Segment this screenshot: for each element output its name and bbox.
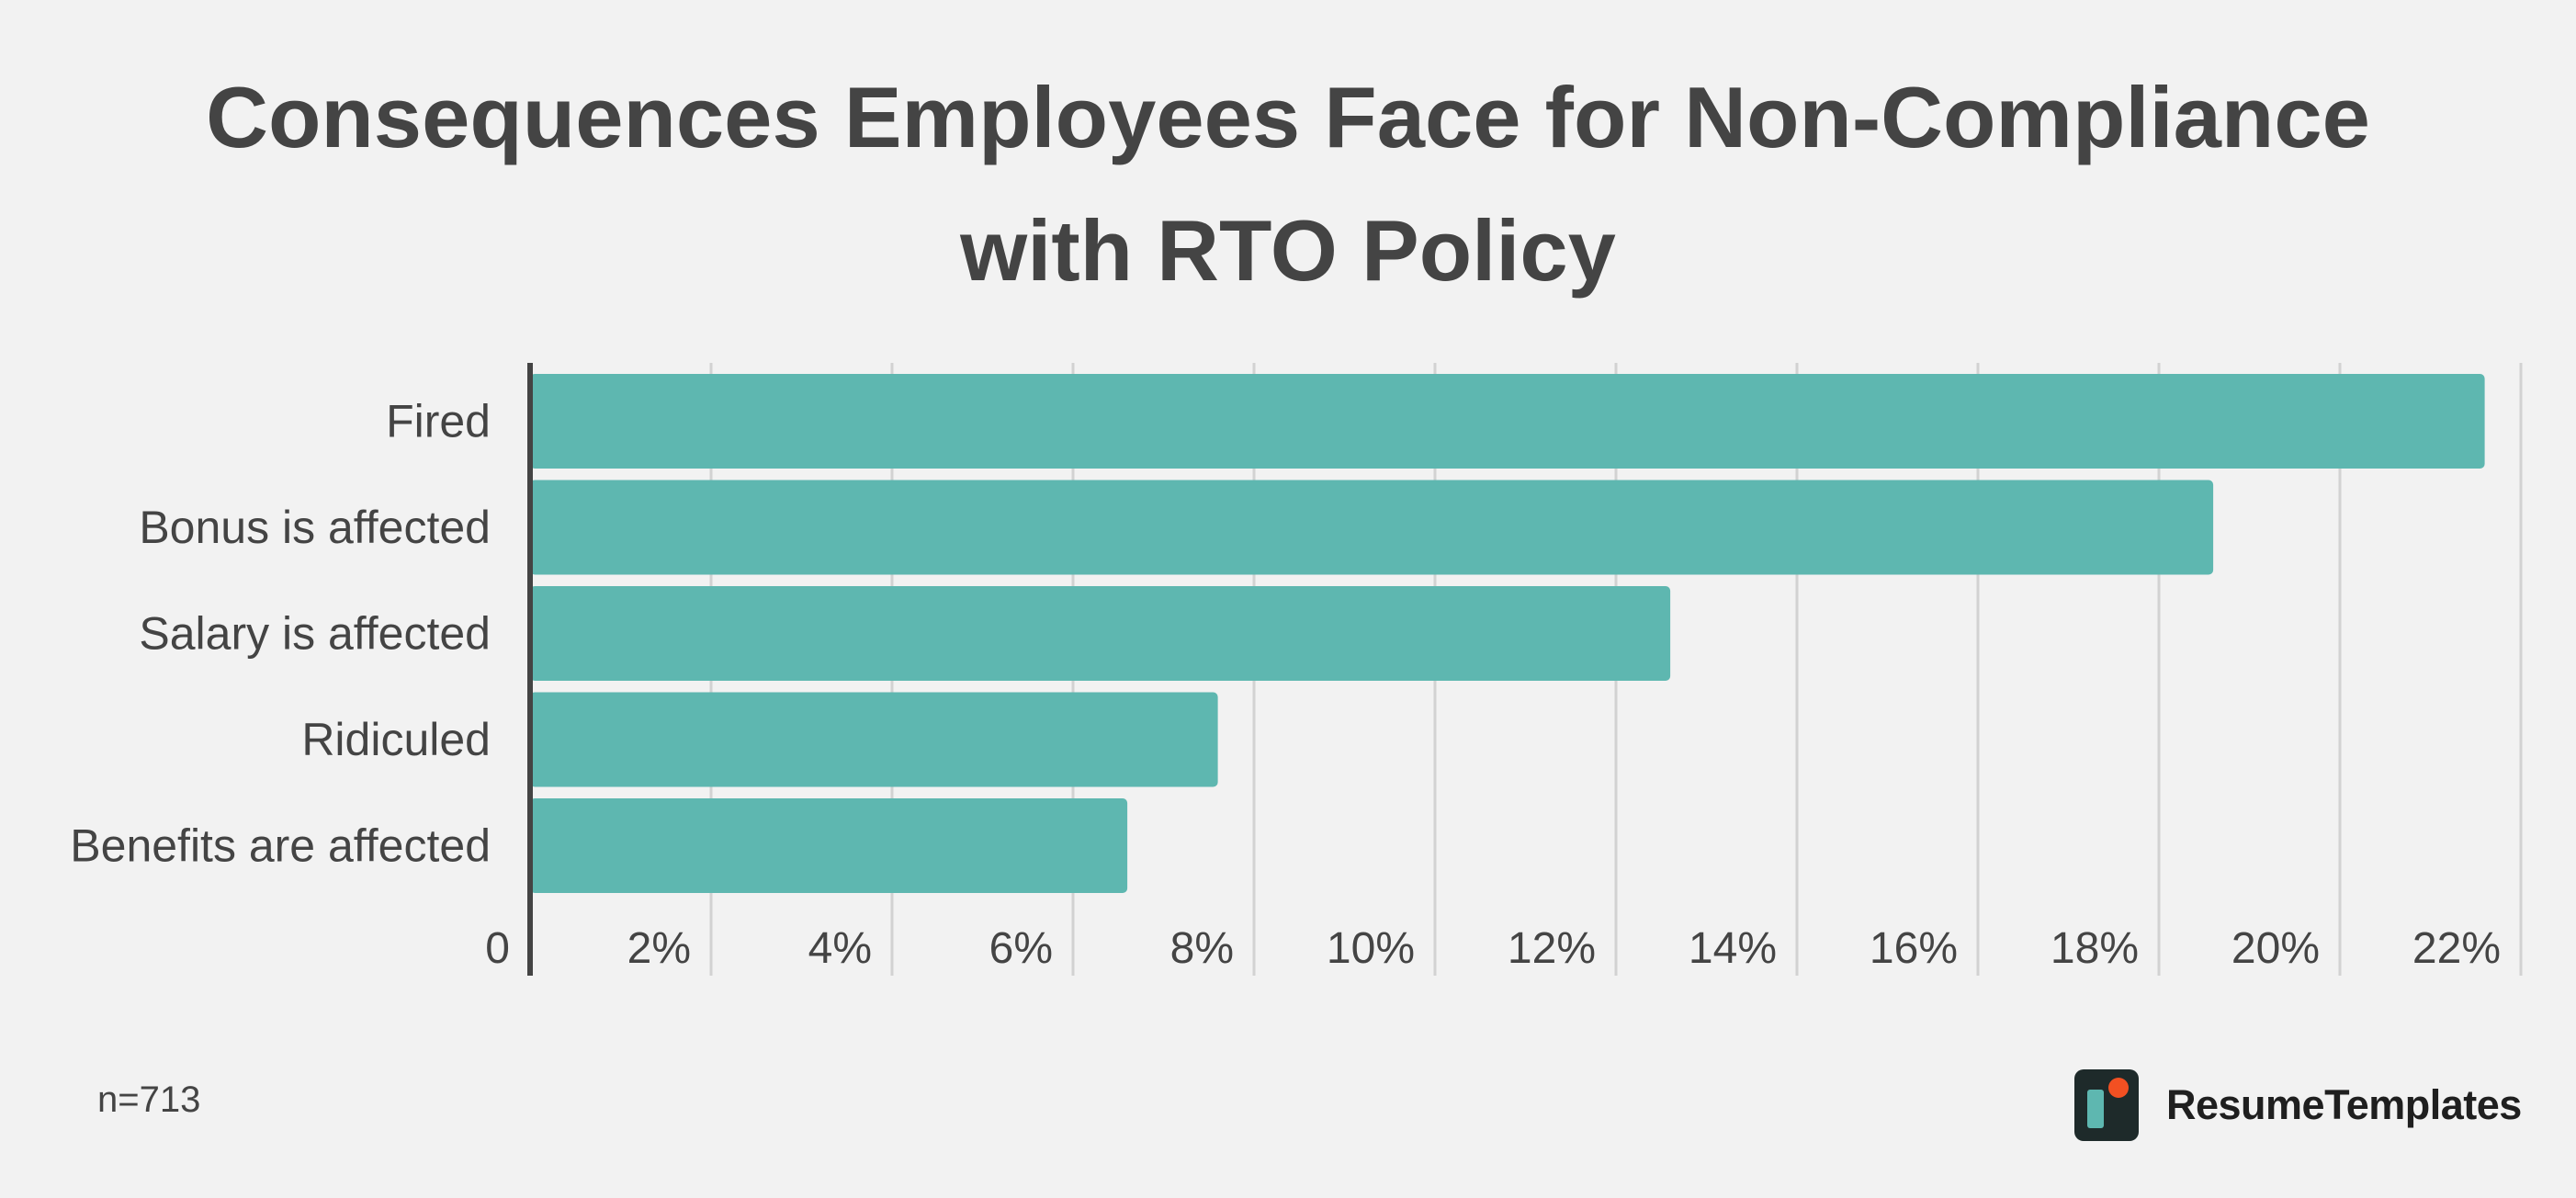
- tick-label-11: 22%: [2412, 924, 2501, 973]
- tick-label-7: 14%: [1689, 924, 1777, 973]
- category-label-4: Ridiculed: [301, 714, 491, 765]
- category-labels: Fired Bonus is affected Salary is affected…: [70, 396, 491, 872]
- brand: ResumeTemplates: [2074, 1069, 2522, 1141]
- tick-label-6: 12%: [1508, 924, 1596, 973]
- tick-label-3: 6%: [989, 924, 1053, 973]
- bar-chart: Consequences Employees Face for Non-Comp…: [70, 69, 2523, 976]
- chart-title: Consequences Employees Face for Non-Comp…: [206, 69, 2370, 299]
- category-label-3: Salary is affected: [139, 608, 491, 660]
- tick-label-4: 8%: [1170, 924, 1234, 973]
- bar-1: [530, 374, 2485, 469]
- tick-label-5: 10%: [1327, 924, 1415, 973]
- category-label-2: Bonus is affected: [139, 502, 491, 553]
- category-label-5: Benefits are affected: [70, 820, 491, 872]
- tick-label-10: 20%: [2231, 924, 2320, 973]
- bar-2: [530, 480, 2214, 575]
- bars: [530, 374, 2485, 893]
- chart-title-line-2: with RTO Policy: [959, 202, 1616, 299]
- category-label-1: Fired: [386, 396, 491, 447]
- resumetemplates-logo-icon: [2074, 1069, 2139, 1141]
- tick-label-9: 18%: [2051, 924, 2139, 973]
- tick-labels: 0 2% 4% 6% 8% 10% 12% 14% 16% 18% 20% 22%: [485, 924, 2501, 973]
- brand-name: ResumeTemplates: [2166, 1081, 2522, 1128]
- tick-label-8: 16%: [1870, 924, 1958, 973]
- bar-5: [530, 798, 1128, 893]
- tick-label-1: 2%: [627, 924, 691, 973]
- tick-label-0: 0: [485, 924, 510, 973]
- tick-label-2: 4%: [808, 924, 872, 973]
- sample-size-note: n=713: [97, 1079, 201, 1120]
- bar-3: [530, 586, 1671, 681]
- bar-4: [530, 692, 1218, 787]
- chart-title-line-1: Consequences Employees Face for Non-Comp…: [206, 69, 2370, 165]
